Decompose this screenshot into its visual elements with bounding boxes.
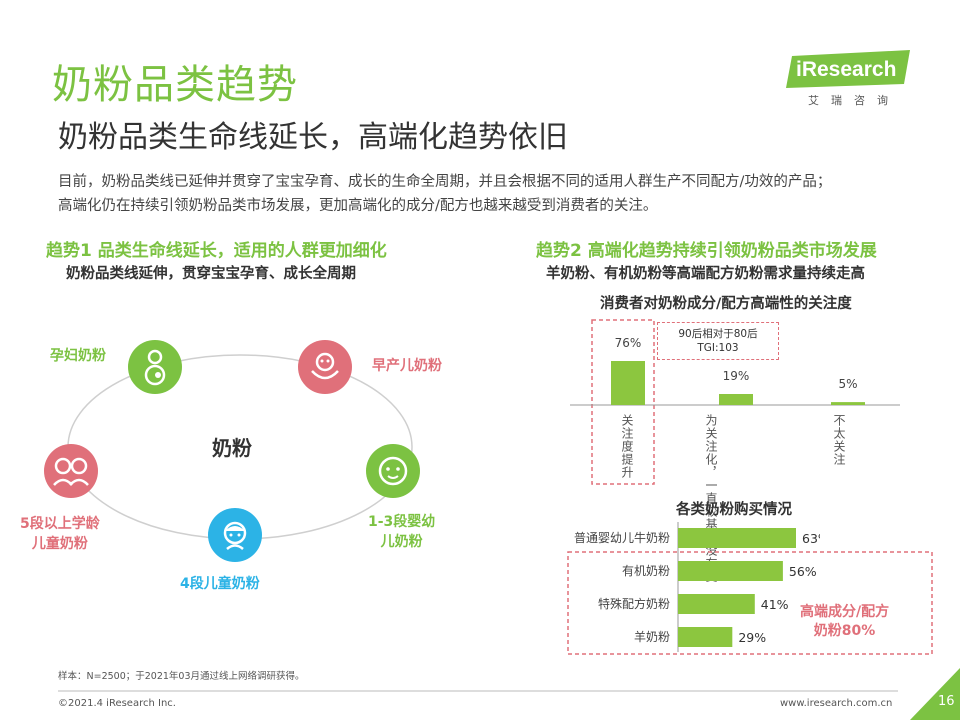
iresearch-logo: [786, 50, 910, 88]
chart2-bar-1: [678, 561, 783, 581]
node-label-child: 4段儿童奶粉: [180, 576, 260, 592]
chart1-cat-0: 关注度提升: [620, 414, 634, 479]
logo-text: iResearch: [796, 58, 897, 81]
chart2-bar-2: [678, 594, 755, 614]
school-kids-icon: [44, 444, 98, 498]
chart2-title: 各类奶粉购买情况: [676, 502, 792, 518]
node-label-infant: 1-3段婴幼 儿奶粉: [368, 512, 435, 552]
logo-subtext: 艾瑞咨询: [808, 94, 900, 107]
intro-line-2: 高端化仍在持续引领奶粉品类市场发展，更加高端化的成分/配方也越来越受到消费者的关…: [58, 198, 658, 214]
chart1-highlight-box: [591, 319, 655, 485]
infant-icon: [366, 444, 420, 498]
website-url: www.iresearch.com.cn: [780, 698, 893, 709]
chart1-title: 消费者对奶粉成分/配方高端性的关注度: [600, 296, 852, 312]
chart2-value-3: 29%: [738, 630, 766, 645]
premium-highlight-line2: 奶粉80%: [813, 623, 876, 639]
chart1-value-0: 76%: [615, 336, 642, 350]
chart1-value-2: 5%: [838, 377, 857, 391]
chart2-category-1: 有机奶粉: [622, 564, 670, 578]
child-icon: [208, 508, 262, 562]
premium-highlight: 高端成分/配方 奶粉80%: [800, 603, 889, 641]
chart1-bar-1: [719, 394, 753, 405]
chart1-plot: 76% 19% 5%: [570, 336, 900, 406]
chart2-highlight-box: [567, 551, 933, 655]
node-label-premature: 早产儿奶粉: [372, 358, 442, 374]
trend1-subheading: 奶粉品类线延伸，贯穿宝宝孕育、成长全周期: [66, 266, 356, 282]
tgi-line-2: TGI:103: [697, 342, 739, 354]
node-label-pregnant: 孕妇奶粉: [50, 348, 106, 364]
node-label-infant-line1: 1-3段婴幼: [368, 514, 436, 530]
lifecycle-center-label: 奶粉: [212, 436, 252, 460]
chart1-bar-0: [611, 361, 645, 405]
footer-divider: [58, 690, 898, 692]
chart2-category-2: 特殊配方奶粉: [598, 596, 670, 611]
chart1-value-1: 19%: [723, 369, 750, 383]
node-label-school-line2: 儿童奶粉: [31, 536, 88, 552]
node-label-school: 5段以上学龄 儿童奶粉: [20, 514, 100, 554]
page-corner: [910, 668, 960, 720]
chart2-bar-0: [678, 528, 796, 548]
page-subtitle: 奶粉品类生命线延长，高端化趋势依旧: [58, 120, 568, 155]
trend1-heading: 趋势1 品类生命线延长，适用的人群更加细化: [46, 241, 387, 261]
sample-note: 样本：N=2500；于2021年03月通过线上网络调研获得。: [58, 671, 305, 682]
intro-line-1: 目前，奶粉品类线已延伸并贯穿了宝宝孕育、成长的生命全周期，并且会根据不同的适用人…: [58, 174, 832, 190]
chart2-value-0: 63%: [802, 531, 820, 546]
chart2-plot: 普通婴幼儿牛奶粉 63% 有机奶粉 56% 特殊配方奶粉 41% 羊奶粉 29%: [574, 522, 820, 652]
chart2-category-0: 普通婴幼儿牛奶粉: [574, 530, 670, 545]
chart2-category-3: 羊奶粉: [634, 629, 670, 644]
chart2-value-2: 41%: [761, 597, 789, 612]
chart2-value-1: 56%: [789, 564, 817, 579]
pregnant-icon: [128, 340, 182, 394]
trend2-heading: 趋势2 高端化趋势持续引领奶粉品类市场发展: [536, 241, 877, 261]
tgi-line-1: 90后相对于80后: [678, 328, 758, 340]
page-title: 奶粉品类趋势: [52, 62, 298, 108]
chart1-bar-2: [831, 402, 865, 405]
copyright: ©2021.4 iResearch Inc.: [58, 698, 176, 709]
node-label-infant-line2: 儿奶粉: [380, 534, 423, 550]
premature-baby-icon: [298, 340, 352, 394]
page-number: 16: [938, 694, 955, 709]
tgi-callout: 90后相对于80后 TGI:103: [657, 322, 779, 360]
trend2-subheading: 羊奶粉、有机奶粉等高端配方奶粉需求量持续走高: [546, 266, 865, 282]
node-label-school-line1: 5段以上学龄: [20, 516, 100, 532]
chart1-cat-2: 不太关注: [832, 414, 846, 466]
premium-highlight-line1: 高端成分/配方: [800, 604, 890, 620]
chart2-bar-3: [678, 627, 733, 647]
